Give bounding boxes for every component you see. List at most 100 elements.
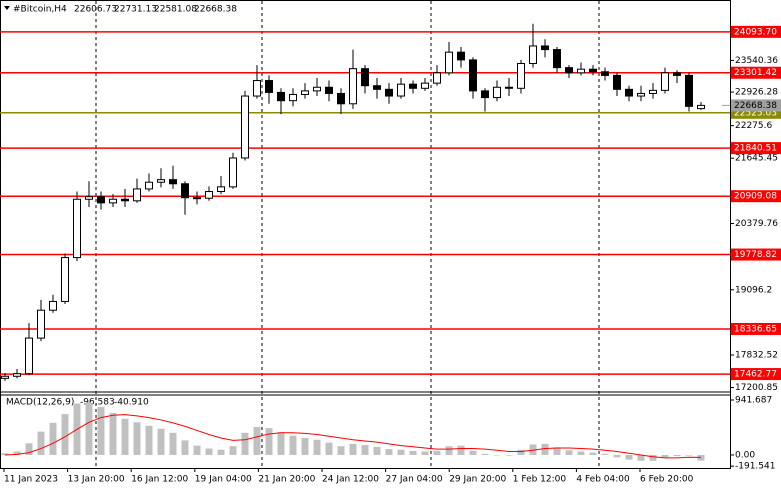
current-price-box <box>731 99 781 112</box>
candle-body <box>553 49 561 69</box>
macd-bar <box>673 454 681 457</box>
macd-y-tick-label: 0.00 <box>735 450 755 460</box>
level-label-box <box>731 248 781 261</box>
macd-bar <box>589 452 597 455</box>
macd-bar <box>445 446 453 455</box>
x-tick-label: 27 Jan 04:00 <box>386 475 443 485</box>
macd-bar <box>697 454 705 461</box>
candle-body <box>673 72 681 76</box>
macd-bar <box>133 422 141 455</box>
candle-body <box>301 90 309 95</box>
y-tick-label: 22926.28 <box>735 88 778 98</box>
macd-signal-line <box>4 414 702 459</box>
level-label: 23301.42 <box>734 68 777 78</box>
candle-body <box>169 179 177 185</box>
macd-bar <box>193 445 201 455</box>
candle-body <box>589 68 597 73</box>
candle-body <box>325 86 333 94</box>
candle-body <box>253 80 261 97</box>
candle-body <box>505 86 513 89</box>
macd-bar <box>565 450 573 455</box>
x-tick-label: 13 Jan 20:00 <box>68 475 125 485</box>
macd-bar <box>361 445 369 455</box>
macd-bar <box>145 425 153 455</box>
x-tick-label: 21 Jan 20:00 <box>258 475 315 485</box>
macd-bar <box>289 435 297 455</box>
candle-body <box>97 196 105 204</box>
candle-body <box>241 95 249 159</box>
macd-bar <box>181 440 189 455</box>
macd-y-tick-label: 941.687 <box>735 395 772 405</box>
macd-bar <box>37 431 45 455</box>
candle-body <box>61 257 69 302</box>
candle-body <box>601 71 609 76</box>
macd-bar <box>637 454 645 461</box>
x-tick-label: 29 Jan 20:00 <box>449 475 506 485</box>
macd-bar <box>397 449 405 455</box>
macd-bar <box>601 453 609 455</box>
candle-body <box>457 51 465 61</box>
y-tick-label: 17832.52 <box>735 350 778 360</box>
candle-body <box>25 337 33 375</box>
candle-body <box>433 72 441 84</box>
y-tick-label: 21645.45 <box>735 154 778 164</box>
candle-body <box>73 198 81 259</box>
ohlc-low: 22581.08 <box>154 5 197 15</box>
macd-title: MACD(12,26,9) <box>6 398 74 408</box>
macd-bar <box>373 446 381 455</box>
macd-bar <box>661 454 669 458</box>
y-tick-label: 20379.76 <box>735 219 778 229</box>
macd-bar <box>265 428 273 455</box>
macd-bar <box>301 438 309 455</box>
macd-bar <box>577 451 585 455</box>
candle-body <box>421 82 429 89</box>
frame <box>0 0 731 469</box>
level-label: 17462.77 <box>734 370 777 380</box>
macd-bar <box>541 443 549 455</box>
macd-bar <box>157 428 165 455</box>
x-tick-label: 16 Jan 12:00 <box>131 475 188 485</box>
candle-body <box>685 74 693 107</box>
candle-body <box>349 68 357 105</box>
candle-body <box>229 157 237 188</box>
x-tick-label: 6 Feb 20:00 <box>640 475 694 485</box>
macd-bar <box>649 454 657 461</box>
candle-body <box>121 198 129 202</box>
candle-body <box>385 88 393 97</box>
x-tick-label: 1 Feb 12:00 <box>513 475 567 485</box>
candle-body <box>85 196 93 200</box>
macd-bar <box>241 432 249 455</box>
macd-bar <box>685 454 693 456</box>
candle-body <box>361 68 369 87</box>
macd-bar <box>613 454 621 458</box>
macd-bar <box>205 448 213 455</box>
level-label: 19778.82 <box>734 250 777 260</box>
level-label-box <box>731 142 781 155</box>
symbol-title: #Bitcoin,H4 <box>13 5 67 15</box>
macd-bar <box>97 407 105 455</box>
candle-body <box>517 63 525 89</box>
level-label: 22525.03 <box>734 108 777 118</box>
candle-body <box>577 68 585 74</box>
level-label: 24093.70 <box>734 27 777 37</box>
candle-body <box>337 92 345 105</box>
candle-body <box>289 93 297 102</box>
candle-body <box>373 85 381 90</box>
y-tick-label: 19096.2 <box>735 285 772 295</box>
macd-bar <box>217 449 225 455</box>
macd-bar <box>385 449 393 455</box>
candle-body <box>637 92 645 97</box>
level-label-box <box>731 190 781 203</box>
macd-bar <box>349 443 357 455</box>
macd-bar <box>109 412 117 455</box>
macd-bar <box>61 414 69 455</box>
candle-body <box>37 309 45 339</box>
macd-bar <box>505 454 513 456</box>
candle-body <box>625 88 633 97</box>
macd-bar <box>85 402 93 455</box>
x-tick-label: 24 Jan 12:00 <box>322 475 379 485</box>
x-tick-label: 19 Jan 04:00 <box>195 475 252 485</box>
candle-body <box>217 186 225 193</box>
candle-body <box>133 188 141 202</box>
